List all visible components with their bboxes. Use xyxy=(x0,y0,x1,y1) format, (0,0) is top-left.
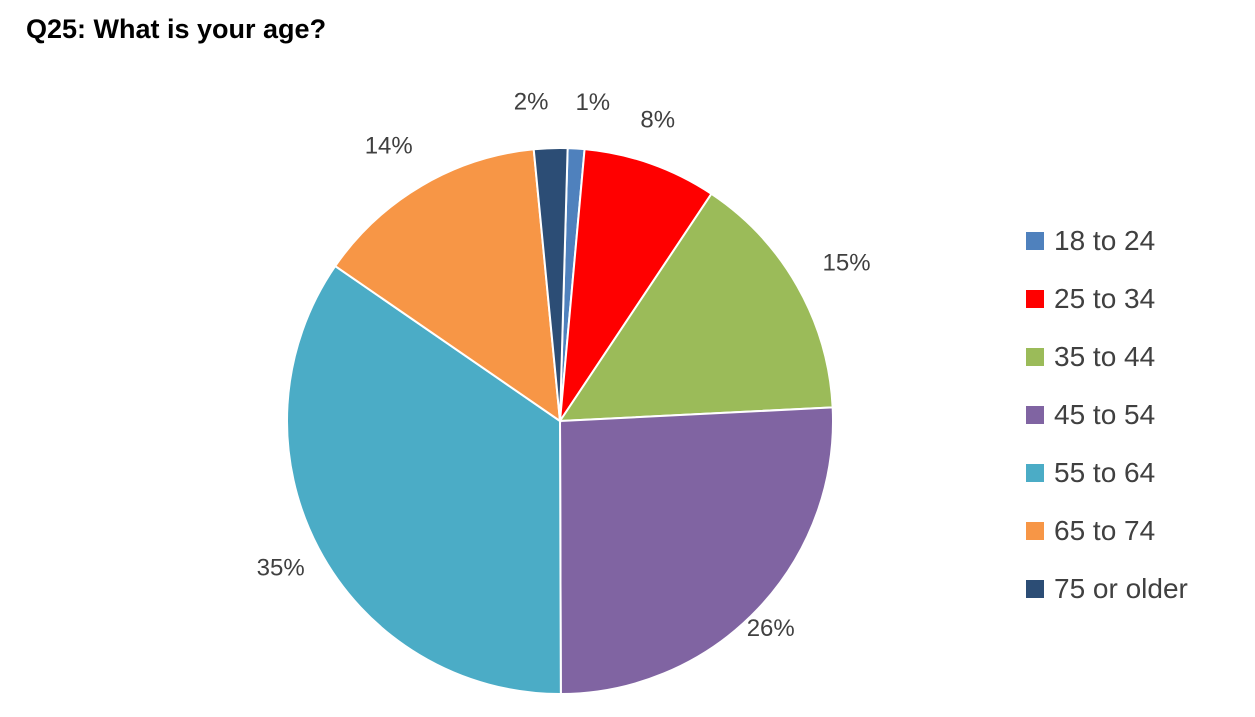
legend-item-35-to-44: 35 to 44 xyxy=(1026,328,1188,386)
data-label-45-to-54: 26% xyxy=(747,615,795,642)
legend-label: 75 or older xyxy=(1054,573,1188,604)
legend-item-75-or-older: 75 or older xyxy=(1026,560,1188,618)
legend-swatch xyxy=(1026,290,1044,308)
legend-label: 25 to 34 xyxy=(1054,283,1156,314)
chart-title: Q25: What is your age? xyxy=(26,14,327,44)
legend-item-65-to-74: 65 to 74 xyxy=(1026,502,1188,560)
data-label-35-to-44: 15% xyxy=(823,249,871,276)
legend-label: 55 to 64 xyxy=(1054,457,1156,488)
legend-label: 35 to 44 xyxy=(1054,341,1156,372)
legend-label: 65 to 74 xyxy=(1054,515,1156,546)
legend-label: 45 to 54 xyxy=(1054,399,1156,430)
legend-item-55-to-64: 55 to 64 xyxy=(1026,444,1188,502)
data-label-55-to-64: 35% xyxy=(257,555,305,582)
legend-swatch xyxy=(1026,580,1044,598)
legend-label: 18 to 24 xyxy=(1054,225,1156,256)
pie-slice-45-to-54 xyxy=(558,406,834,696)
pie-slice-25-to-34 xyxy=(559,148,713,422)
legend: 18 to 24 25 to 34 35 to 44 45 to 54 55 to 64… xyxy=(1026,212,1188,618)
data-label-65-to-74: 14% xyxy=(365,132,413,159)
legend-item-18-to-24: 18 to 24 xyxy=(1026,212,1188,270)
pie-slice-55-to-64 xyxy=(286,264,562,696)
legend-swatch xyxy=(1026,464,1044,482)
pie-slice-75-or-older xyxy=(532,147,569,422)
pie-data-labels: 1% 8% 15% 26% 35% 14% 2% xyxy=(257,89,871,643)
legend-swatch xyxy=(1026,232,1044,250)
legend-item-45-to-54: 45 to 54 xyxy=(1026,386,1188,444)
data-label-25-to-34: 8% xyxy=(640,106,675,133)
legend-swatch xyxy=(1026,348,1044,366)
pie-slice-35-to-44 xyxy=(558,192,834,423)
data-label-75-or-older: 2% xyxy=(514,89,549,116)
pie-slice-65-to-74 xyxy=(333,148,562,424)
data-label-18-to-24: 1% xyxy=(575,89,610,116)
legend-swatch xyxy=(1026,406,1044,424)
pie-slices xyxy=(286,147,834,696)
legend-swatch xyxy=(1026,522,1044,540)
legend-item-25-to-34: 25 to 34 xyxy=(1026,270,1188,328)
